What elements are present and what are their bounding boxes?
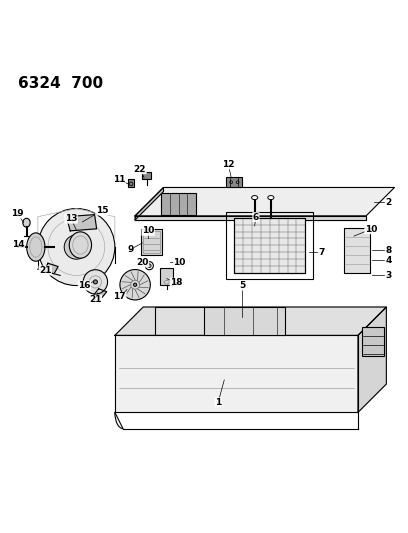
Text: 1: 1: [215, 398, 221, 407]
Text: 16: 16: [78, 281, 91, 290]
Text: 6324  700: 6324 700: [18, 76, 103, 91]
Text: 17: 17: [113, 293, 126, 301]
Ellipse shape: [83, 270, 108, 294]
Polygon shape: [115, 307, 386, 335]
Text: 19: 19: [11, 209, 24, 219]
Polygon shape: [135, 188, 164, 220]
Bar: [234, 218, 305, 272]
Text: 20: 20: [136, 258, 149, 267]
Text: 7: 7: [318, 248, 325, 257]
Bar: [204, 307, 285, 335]
Text: 14: 14: [12, 240, 25, 249]
Text: 15: 15: [95, 206, 108, 215]
Text: 3: 3: [385, 271, 392, 280]
Text: 12: 12: [222, 160, 235, 169]
Bar: [344, 228, 370, 272]
Ellipse shape: [252, 196, 258, 200]
Text: 22: 22: [134, 165, 146, 174]
Ellipse shape: [71, 242, 82, 252]
Bar: [128, 179, 134, 188]
Bar: [362, 327, 384, 356]
Ellipse shape: [147, 264, 151, 268]
Bar: [226, 177, 242, 188]
Bar: [143, 231, 160, 253]
Bar: [142, 172, 151, 180]
Text: 10: 10: [142, 227, 154, 236]
Ellipse shape: [64, 235, 89, 259]
Polygon shape: [66, 215, 97, 231]
Text: 10: 10: [173, 258, 186, 267]
Bar: [160, 268, 173, 285]
Text: 9: 9: [127, 245, 133, 254]
Bar: [226, 212, 313, 279]
Ellipse shape: [23, 219, 30, 227]
Polygon shape: [115, 335, 358, 413]
Text: 11: 11: [113, 175, 125, 184]
Ellipse shape: [93, 280, 98, 284]
Text: 21: 21: [89, 295, 102, 304]
Text: 13: 13: [65, 214, 78, 223]
Text: 21: 21: [39, 266, 51, 275]
Polygon shape: [94, 289, 107, 298]
Ellipse shape: [69, 232, 91, 258]
Ellipse shape: [268, 196, 274, 200]
Text: 2: 2: [385, 198, 392, 207]
Text: 18: 18: [170, 278, 183, 287]
Ellipse shape: [38, 208, 115, 286]
Ellipse shape: [27, 233, 45, 261]
Text: 5: 5: [239, 281, 246, 290]
Bar: [162, 193, 196, 215]
Polygon shape: [44, 263, 58, 274]
Text: 10: 10: [365, 225, 377, 233]
Text: 6: 6: [253, 213, 259, 222]
Polygon shape: [135, 188, 395, 216]
Bar: [234, 218, 305, 272]
Ellipse shape: [133, 283, 137, 286]
Polygon shape: [135, 216, 366, 220]
Polygon shape: [358, 307, 386, 413]
Text: 4: 4: [385, 256, 392, 265]
Bar: [141, 229, 162, 255]
Ellipse shape: [120, 270, 150, 300]
Text: 8: 8: [385, 246, 392, 255]
